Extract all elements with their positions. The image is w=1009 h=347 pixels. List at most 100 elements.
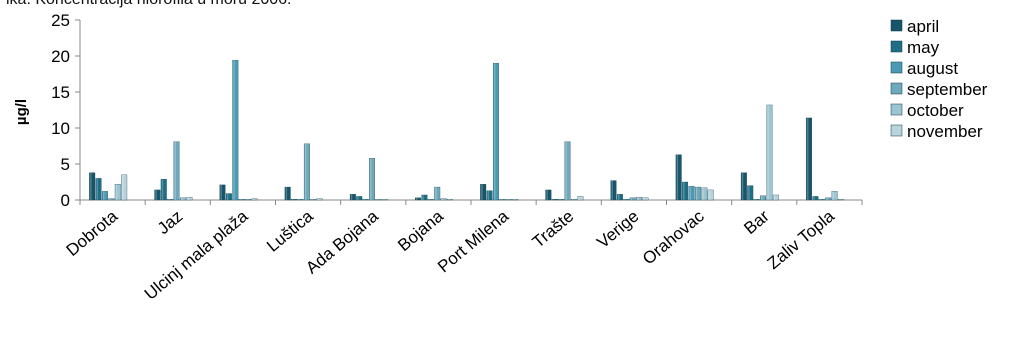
- bar-october-8: [636, 196, 643, 201]
- bar-april-8: [610, 180, 617, 201]
- bar-highlight: [233, 60, 235, 200]
- bar-august-9: [688, 186, 695, 201]
- bar-highlight: [637, 197, 639, 200]
- x-category-label: Verige: [593, 207, 642, 253]
- bar-highlight: [350, 194, 353, 200]
- bar-highlight: [571, 199, 574, 200]
- bar-september-8: [629, 197, 636, 201]
- legend: april may august september october november: [890, 17, 988, 141]
- bar-highlight: [578, 196, 580, 200]
- legend-swatch-august: [890, 61, 903, 74]
- bar-september-9: [694, 186, 701, 201]
- legend-swatch-october: [890, 103, 903, 116]
- bar-april-1: [154, 189, 161, 201]
- bar-highlight: [546, 189, 548, 200]
- bar-october-6: [505, 199, 512, 201]
- bar-august-5: [427, 199, 434, 201]
- bar-highlight: [416, 197, 418, 200]
- bar-highlight: [754, 199, 757, 200]
- bar-highlight: [826, 197, 828, 200]
- bar-highlight: [382, 199, 385, 200]
- bar-november-6: [512, 199, 519, 201]
- bar-highlight: [839, 199, 841, 200]
- legend-label-may: may: [907, 38, 940, 57]
- bar-highlight: [695, 187, 698, 200]
- y-tick-label: 25: [51, 11, 70, 30]
- bar-september-1: [173, 141, 180, 201]
- bar-september-2: [238, 199, 245, 201]
- bar-highlight: [832, 191, 835, 200]
- bar-november-11: [838, 199, 844, 201]
- bar-october-10: [766, 104, 773, 201]
- bar-october-2: [245, 199, 252, 201]
- bar-october-9: [701, 187, 708, 201]
- bar-may-2: [225, 193, 232, 201]
- x-category-label: Bojana: [394, 206, 447, 255]
- bar-november-9: [707, 189, 714, 201]
- y-tick-label: 5: [61, 155, 70, 174]
- bar-september-7: [564, 141, 571, 201]
- bar-may-6: [486, 190, 493, 201]
- bar-highlight: [506, 199, 509, 200]
- bar-august-8: [623, 199, 630, 201]
- bar-may-8: [616, 194, 623, 201]
- bar-highlight: [90, 172, 92, 200]
- legend-swatch-april: [890, 19, 903, 32]
- bar-highlight: [122, 174, 124, 200]
- bar-may-10: [747, 185, 754, 201]
- y-axis-title: µg/l: [13, 99, 30, 125]
- bar-september-11: [825, 197, 832, 201]
- y-tick-label: 15: [51, 83, 70, 102]
- bar-highlight: [487, 190, 489, 200]
- bar-april-6: [480, 184, 487, 201]
- bar-highlight: [187, 197, 189, 200]
- bar-august-0: [102, 191, 108, 201]
- bar-august-2: [232, 60, 239, 201]
- bar-highlight: [96, 178, 98, 200]
- bar-november-8: [642, 197, 649, 201]
- bar-november-4: [381, 199, 388, 201]
- x-category-label: Luštica: [263, 206, 317, 256]
- bar-october-7: [571, 199, 577, 201]
- bar-highlight: [363, 199, 366, 200]
- header-strip: ika: Koncentracija hlorofila u moru 2006…: [0, 0, 1009, 18]
- bar-highlight: [292, 199, 294, 200]
- bar-october-1: [179, 197, 186, 201]
- bar-september-4: [369, 158, 375, 201]
- bar-august-3: [297, 199, 304, 201]
- legend-label-august: august: [907, 59, 958, 78]
- y-tick-label: 20: [51, 47, 70, 66]
- bar-highlight: [161, 179, 164, 200]
- y-tick-label: 0: [61, 191, 70, 210]
- bar-october-5: [440, 198, 447, 201]
- bar-may-1: [160, 178, 167, 201]
- bar-highlight: [441, 198, 444, 200]
- bar-highlight: [689, 186, 691, 200]
- bar-highlight: [285, 187, 288, 200]
- bar-october-11: [831, 191, 838, 201]
- bar-november-10: [772, 194, 779, 201]
- bar-highlight: [226, 193, 229, 200]
- bar-september-5: [434, 186, 441, 201]
- bar-highlight: [311, 199, 313, 200]
- bar-may-3: [291, 199, 298, 201]
- bar-highlight: [102, 191, 105, 200]
- bar-highlight: [220, 184, 222, 200]
- bar-may-11: [812, 196, 819, 201]
- bar-highlight: [109, 198, 111, 200]
- bar-september-6: [499, 199, 506, 201]
- bar-may-9: [682, 181, 689, 201]
- bar-highlight: [174, 141, 176, 200]
- bar-april-7: [545, 189, 552, 201]
- bar-april-3: [284, 186, 291, 201]
- bar-may-5: [421, 194, 428, 201]
- bar-october-0: [114, 184, 121, 201]
- bar-highlight: [435, 187, 437, 200]
- bar-april-9: [675, 154, 682, 201]
- bar-highlight: [630, 197, 633, 200]
- x-category-label: Bar: [740, 206, 773, 238]
- bar-april-10: [740, 172, 747, 201]
- y-tick-label: 10: [51, 119, 70, 138]
- bar-november-1: [186, 196, 193, 201]
